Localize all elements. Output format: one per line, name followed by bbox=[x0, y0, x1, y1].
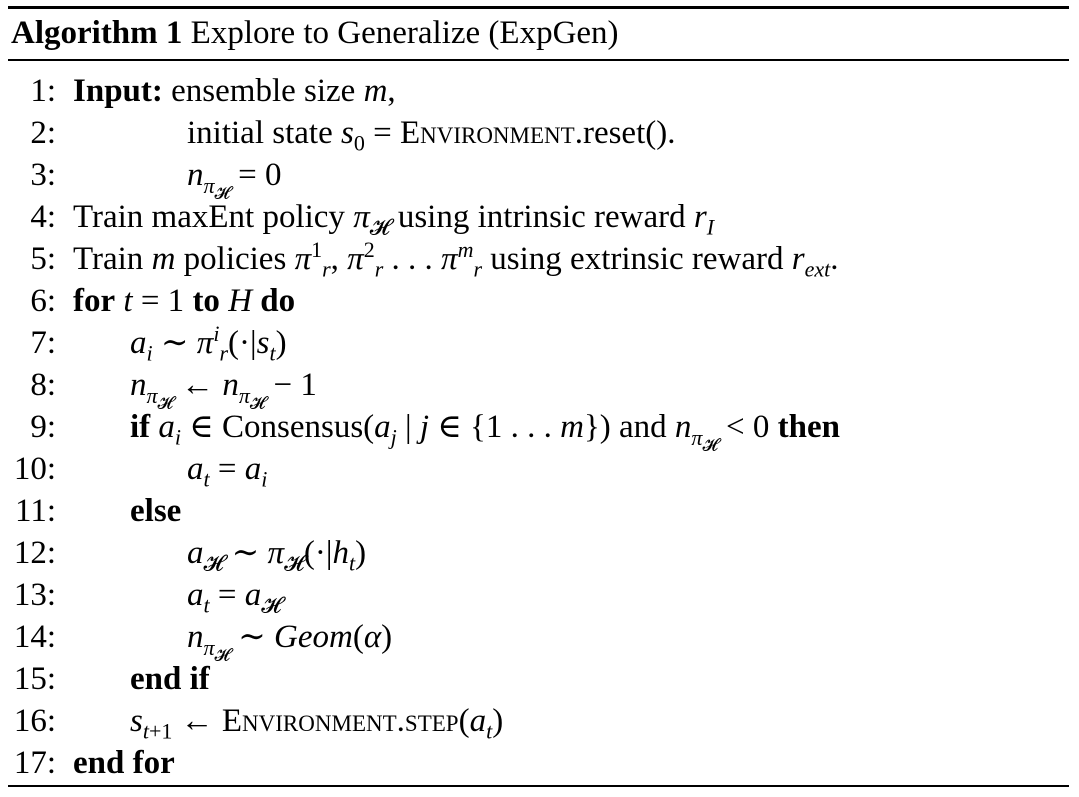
line-number: 2: bbox=[30, 115, 56, 151]
algorithm-line: 12: a𝓗 ∼ π𝓗(·|ht) bbox=[0, 532, 1079, 574]
algorithm-line: 8: nπ𝓗 ← nπ𝓗 − 1 bbox=[0, 364, 1079, 412]
line-content: if ai ∈ Consensus(aj | j ∈ {1 . . . m}) … bbox=[130, 409, 841, 454]
line-content: for t = 1 to H do bbox=[73, 283, 296, 319]
algorithm-line: 16: st+1 ← Environment.step(at) bbox=[0, 700, 1079, 742]
algorithm-line: 1: Input: ensemble size m, bbox=[0, 70, 1079, 112]
line-content: a𝓗 ∼ π𝓗(·|ht) bbox=[187, 535, 367, 576]
line-number: 1: bbox=[30, 73, 56, 109]
line-number: 3: bbox=[30, 157, 56, 193]
line-content: at = ai bbox=[187, 451, 268, 492]
line-content: st+1 ← Environment.step(at) bbox=[130, 703, 504, 744]
line-number: 12: bbox=[13, 535, 56, 571]
line-number: 5: bbox=[30, 241, 56, 277]
line-number: 6: bbox=[30, 283, 56, 319]
line-number: 13: bbox=[13, 577, 56, 613]
line-number: 4: bbox=[30, 199, 56, 235]
line-number: 8: bbox=[30, 367, 56, 403]
line-content: at = a𝓗 bbox=[187, 577, 282, 618]
algorithm-line: 14: nπ𝓗 ∼ Geom(α) bbox=[0, 616, 1079, 664]
line-number: 15: bbox=[13, 661, 56, 697]
line-content: end for bbox=[73, 745, 175, 781]
line-number: 10: bbox=[13, 451, 56, 487]
caption-rule bbox=[8, 59, 1069, 61]
bottom-rule bbox=[8, 785, 1069, 787]
line-content: Train maxEnt policy π𝓗 using intrinsic r… bbox=[73, 199, 715, 240]
algorithm-line: 9: if ai ∈ Consensus(aj | j ∈ {1 . . . m… bbox=[0, 406, 1079, 454]
algorithm-line: 4: Train maxEnt policy π𝓗 using intrinsi… bbox=[0, 196, 1079, 238]
line-content: initial state s0 = Environment.reset(). bbox=[187, 115, 676, 156]
line-content: nπ𝓗 = 0 bbox=[187, 157, 282, 202]
algorithm-line: 5: Train m policies π1r, π2r . . . πmr u… bbox=[0, 237, 1079, 282]
algorithm-line: 17: end for bbox=[0, 742, 1079, 784]
line-content: nπ𝓗 ∼ Geom(α) bbox=[187, 619, 393, 664]
algorithm-caption: Algorithm 1 Explore to Generalize (ExpGe… bbox=[11, 10, 619, 56]
line-number: 7: bbox=[30, 325, 56, 361]
algorithm-line: 13: at = a𝓗 bbox=[0, 574, 1079, 616]
algorithm-line: 6: for t = 1 to H do bbox=[0, 280, 1079, 322]
algorithm-line: 11: else bbox=[0, 490, 1079, 532]
line-content: else bbox=[130, 493, 182, 529]
line-number: 11: bbox=[15, 493, 56, 529]
line-content: nπ𝓗 ← nπ𝓗 − 1 bbox=[130, 367, 317, 412]
line-number: 9: bbox=[30, 409, 56, 445]
algorithm-line: 2: initial state s0 = Environment.reset(… bbox=[0, 112, 1079, 154]
algorithm-label: Algorithm 1 bbox=[11, 15, 183, 51]
algorithm-line: 3: nπ𝓗 = 0 bbox=[0, 154, 1079, 202]
line-content: Train m policies π1r, π2r . . . πmr usin… bbox=[73, 237, 839, 282]
line-content: ai ∼ πir(·|st) bbox=[130, 321, 287, 366]
line-content: end if bbox=[130, 661, 210, 697]
algorithm-line: 15: end if bbox=[0, 658, 1079, 700]
line-number: 16: bbox=[13, 703, 56, 739]
algorithm-title: Explore to Generalize (ExpGen) bbox=[190, 15, 619, 51]
algorithm-line: 10: at = ai bbox=[0, 448, 1079, 490]
line-number: 14: bbox=[13, 619, 56, 655]
algorithm-line: 7: ai ∼ πir(·|st) bbox=[0, 321, 1079, 366]
top-rule bbox=[8, 6, 1069, 9]
line-number: 17: bbox=[13, 745, 56, 781]
line-content: Input: ensemble size m, bbox=[73, 73, 396, 109]
